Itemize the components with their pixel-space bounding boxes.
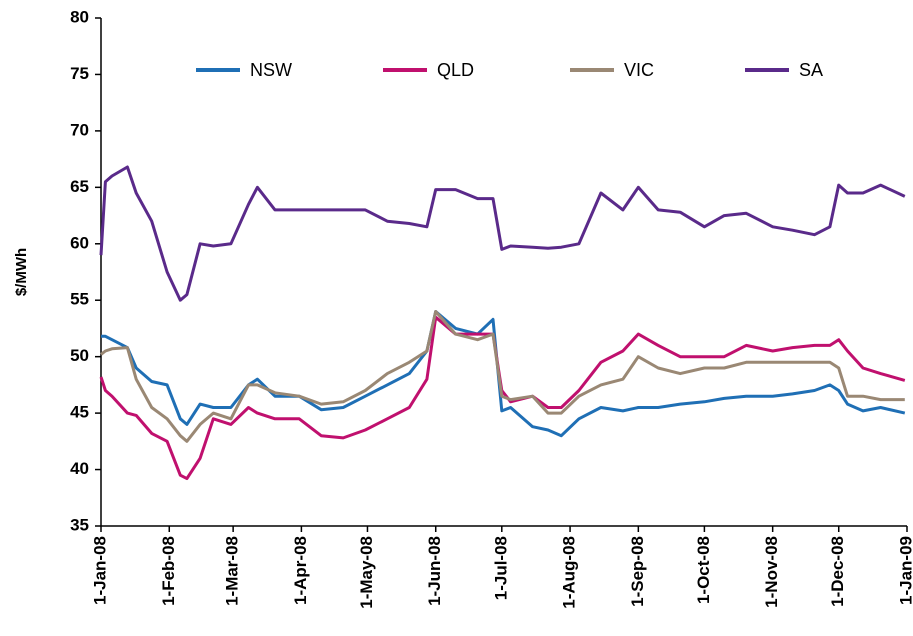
legend-label: SA: [799, 60, 823, 80]
x-tick-label: 1-Sep-08: [628, 536, 647, 607]
x-tick-label: 1-Feb-08: [159, 536, 178, 606]
series-line: [99, 315, 906, 481]
y-tick-label: 45: [70, 403, 89, 422]
y-tick-label: 60: [70, 233, 89, 252]
y-tick-label: 70: [70, 120, 89, 139]
x-tick-label: 1-May-08: [357, 536, 376, 609]
legend-label: NSW: [250, 60, 292, 80]
x-tick-label: 1-Jun-08: [425, 536, 444, 606]
y-tick-label: 40: [70, 459, 89, 478]
x-tick-label: 1-Mar-08: [223, 536, 242, 606]
series-line: [99, 165, 906, 302]
y-tick-label: 75: [70, 64, 89, 83]
x-tick-label: 1-Nov-08: [762, 536, 781, 608]
x-tick-label: 1-Jan-09: [896, 536, 913, 605]
y-tick-label: 35: [70, 515, 89, 534]
x-tick-label: 1-Aug-08: [560, 536, 579, 609]
x-tick-label: 1-Apr-08: [291, 536, 310, 605]
x-tick-label: 1-Jul-08: [491, 536, 510, 600]
y-tick-label: 65: [70, 177, 89, 196]
y-tick-label: 55: [70, 290, 89, 309]
series-line: [100, 310, 905, 443]
x-tick-label: 1-Oct-08: [694, 536, 713, 604]
x-tick-label: 1-Jan-08: [90, 536, 109, 605]
x-tick-label: 1-Dec-08: [828, 536, 847, 607]
legend-label: VIC: [624, 60, 654, 80]
legend-label: QLD: [437, 60, 474, 80]
y-axis-label: $/MWh: [13, 248, 30, 296]
y-tick-label: 80: [70, 7, 89, 26]
y-tick-label: 50: [70, 346, 89, 365]
